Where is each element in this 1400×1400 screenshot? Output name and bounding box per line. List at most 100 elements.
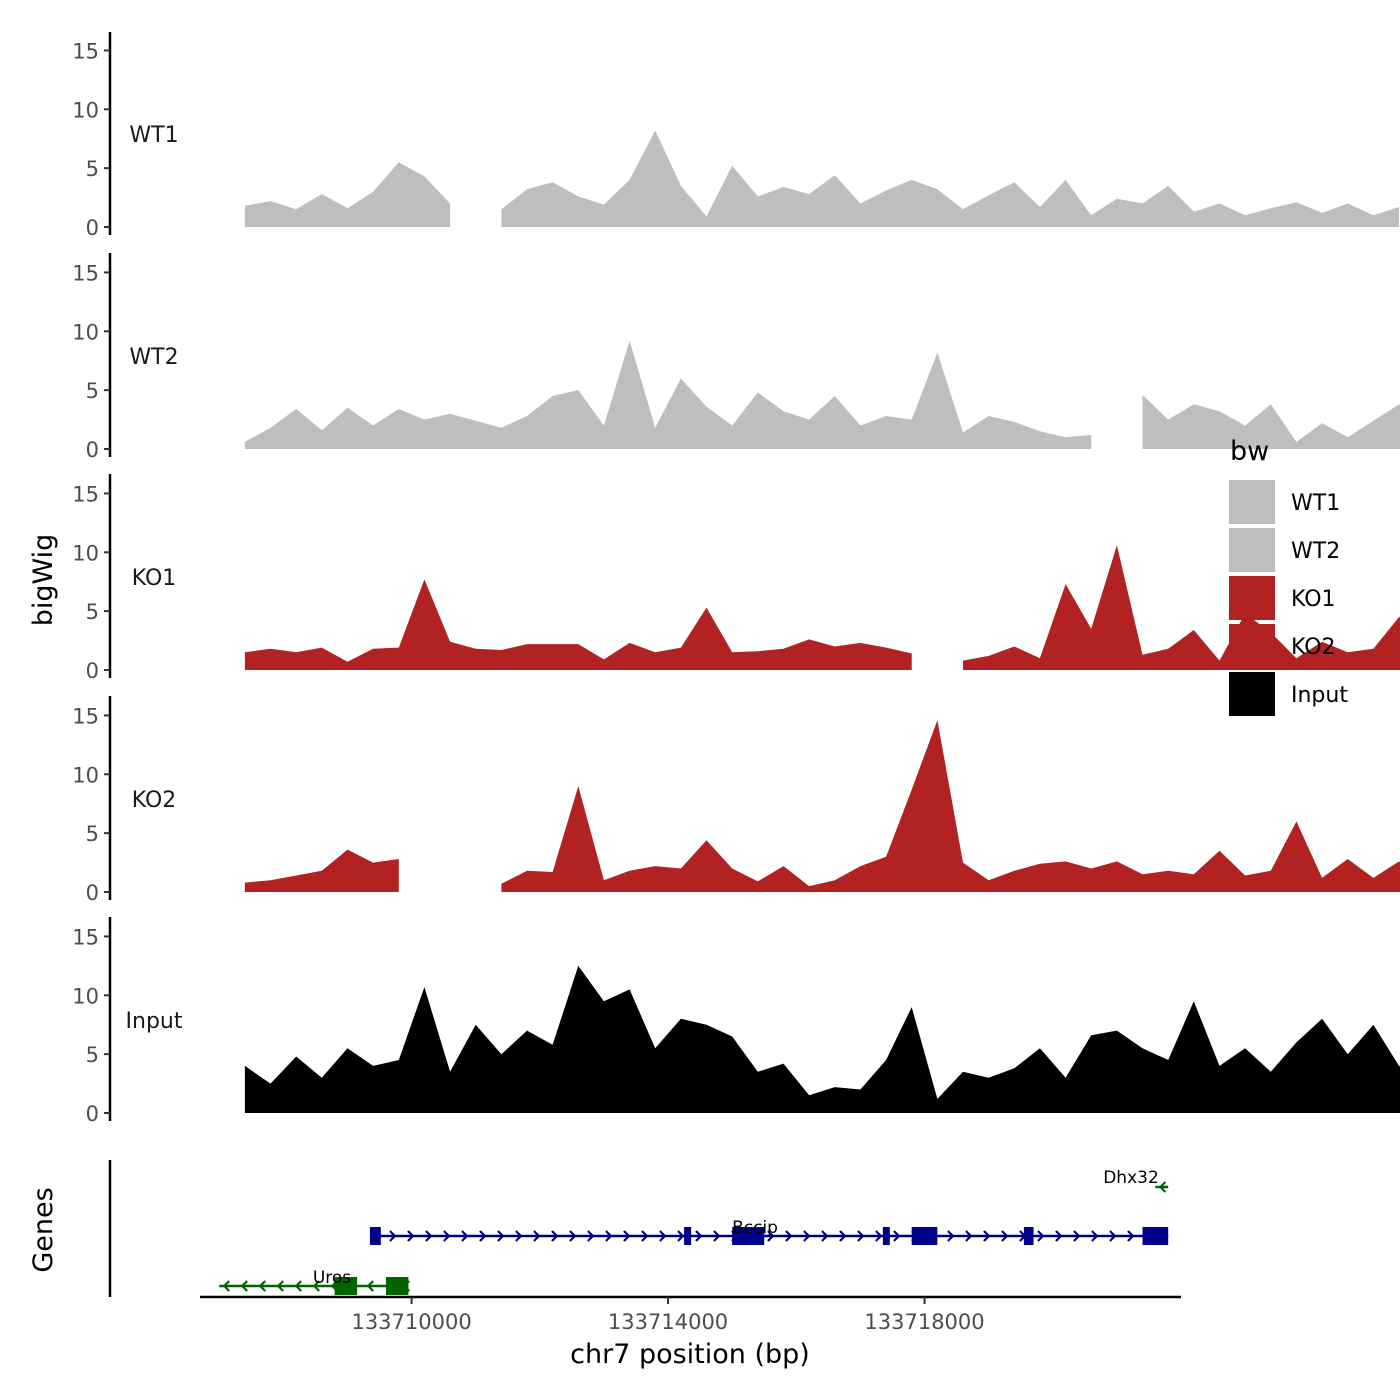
x-tick-label: 133714000 [608, 1310, 728, 1334]
legend-title: bw [1230, 436, 1269, 467]
legend-swatch-ko1 [1229, 576, 1275, 620]
track-ko1: 0 5 10 15 KO1 [72, 474, 1400, 683]
legend-swatch-wt2 [1229, 528, 1275, 572]
legend-label-wt2: WT2 [1291, 539, 1340, 564]
signal-area-wt2 [1142, 394, 1400, 449]
signal-area-wt1 [244, 162, 451, 227]
y-tick-label: 5 [86, 157, 99, 181]
exon [334, 1277, 358, 1295]
strand-arrow [294, 1280, 303, 1292]
y-tick-label: 10 [72, 98, 99, 122]
strand-arrow [497, 1230, 505, 1242]
signal-area-wt1 [501, 130, 1399, 227]
y-axis-title: bigWig [28, 534, 59, 627]
legend-label-wt1: WT1 [1291, 491, 1340, 516]
strand-arrow [1037, 1230, 1045, 1242]
strand-arrow [443, 1230, 451, 1242]
strand-arrow [893, 1230, 901, 1242]
exon [1142, 1227, 1169, 1245]
legend-label-ko2: KO2 [1291, 635, 1336, 660]
strand-arrow [366, 1280, 375, 1292]
gene-dhx32: Dhx32 [1103, 1168, 1169, 1193]
track-wt1: 0 5 10 15 WT1 [72, 32, 1399, 240]
gene-label: Dhx32 [1103, 1168, 1159, 1188]
legend-swatch-ko2 [1229, 624, 1275, 668]
strand-arrow [623, 1230, 631, 1242]
track-label: KO1 [132, 566, 177, 591]
strand-arrow [839, 1230, 847, 1242]
signal-area-ko2 [244, 849, 399, 892]
strand-arrow [515, 1230, 523, 1242]
signal-tracks: 0 5 10 15 WT1 0 5 10 15 WT2 0 5 10 15 KO1 0 5 10 15 KO2 0 5 10… [72, 32, 1400, 1126]
gene-uros: Uros [219, 1268, 411, 1295]
gene-annotation-track: Dhx32 Bccip Uros [108, 1160, 1169, 1297]
track-label: Input [126, 1009, 183, 1034]
exon [369, 1227, 381, 1245]
strand-arrow [258, 1280, 267, 1292]
strand-arrow [713, 1230, 721, 1242]
strand-arrow [965, 1230, 973, 1242]
y-tick-label: 15 [72, 925, 99, 949]
exon [1023, 1227, 1034, 1245]
y-tick-label: 0 [86, 659, 99, 683]
signal-area-ko2 [501, 720, 1400, 892]
strand-arrow [659, 1230, 667, 1242]
strand-arrow [857, 1230, 865, 1242]
y-tick-label: 0 [86, 216, 99, 240]
exon [385, 1277, 409, 1295]
strand-arrow [605, 1230, 613, 1242]
strand-arrow [1055, 1230, 1063, 1242]
strand-arrow [947, 1230, 955, 1242]
signal-area-ko1 [963, 545, 1400, 670]
legend-swatch-input [1229, 672, 1275, 716]
strand-arrow [983, 1230, 991, 1242]
strand-arrow [389, 1230, 397, 1242]
y-tick-label: 15 [72, 39, 99, 63]
signal-area-input [244, 965, 1400, 1113]
y-tick-label: 0 [86, 881, 99, 905]
track-ko2: 0 5 10 15 KO2 [72, 696, 1400, 905]
strand-arrow [312, 1280, 321, 1292]
y-tick-label: 10 [72, 320, 99, 344]
genes-track-title: Genes [28, 1187, 59, 1272]
track-label: WT1 [129, 123, 178, 148]
y-tick-label: 5 [86, 822, 99, 846]
y-tick-label: 10 [72, 763, 99, 787]
strand-arrow [1001, 1230, 1009, 1242]
strand-arrow [767, 1230, 775, 1242]
track-input: 0 5 10 15 Input [72, 917, 1400, 1126]
x-tick-label: 133718000 [864, 1310, 984, 1334]
strand-arrow [1073, 1230, 1081, 1242]
strand-arrow [587, 1230, 595, 1242]
strand-arrow [425, 1230, 433, 1242]
strand-arrow [479, 1230, 487, 1242]
gene-label: Uros [313, 1268, 351, 1288]
strand-arrow [641, 1230, 649, 1242]
y-tick-label: 10 [72, 984, 99, 1008]
track-wt2: 0 5 10 15 WT2 [72, 253, 1400, 462]
strand-arrow [461, 1230, 469, 1242]
y-tick-label: 0 [86, 1102, 99, 1126]
legend: bw WT1 WT2 KO1 KO2 Input [1229, 436, 1348, 716]
y-tick-label: 10 [72, 541, 99, 565]
strand-arrow [569, 1230, 577, 1242]
signal-area-wt2 [244, 340, 1092, 449]
legend-label-input: Input [1291, 683, 1348, 708]
strand-arrow [240, 1280, 249, 1292]
x-axis-title: chr7 position (bp) [570, 1339, 810, 1370]
y-tick-label: 5 [86, 379, 99, 403]
strand-arrow [1091, 1230, 1099, 1242]
exon [732, 1227, 765, 1245]
x-tick-label: 133710000 [351, 1310, 471, 1334]
strand-arrow [695, 1230, 703, 1242]
strand-arrow [1109, 1230, 1117, 1242]
exon [911, 1227, 938, 1245]
strand-arrow [551, 1230, 559, 1242]
legend-swatch-wt1 [1229, 480, 1275, 524]
exon [882, 1227, 890, 1245]
strand-arrow [677, 1230, 685, 1242]
strand-arrow [222, 1280, 231, 1292]
strand-arrow [1127, 1230, 1135, 1242]
strand-arrow [821, 1230, 829, 1242]
